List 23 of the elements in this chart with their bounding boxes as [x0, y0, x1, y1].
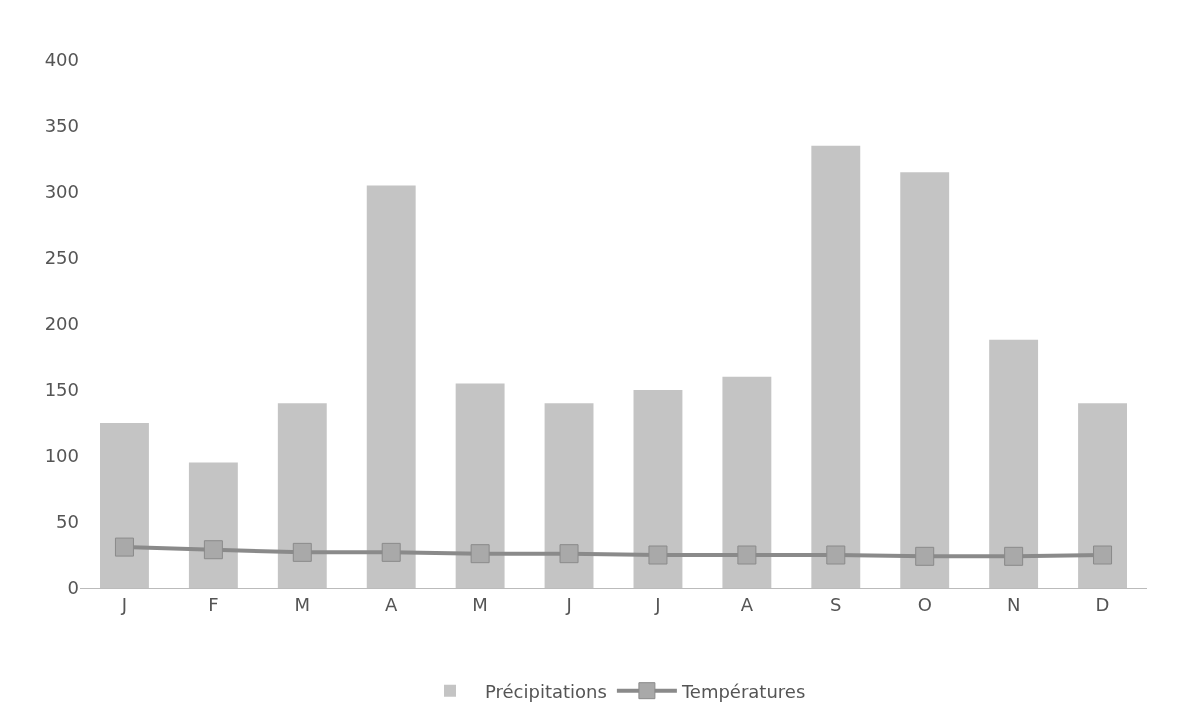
x-tick-label: O: [917, 593, 932, 615]
legend-label: Précipitations: [485, 680, 607, 702]
y-tick-label: 0: [67, 577, 79, 599]
legend-label: Températures: [680, 680, 806, 702]
y-tick-label: 350: [44, 115, 79, 137]
y-tick-label: 400: [44, 49, 79, 71]
y-tick-label: 200: [44, 313, 79, 335]
x-tick-label: J: [565, 593, 572, 615]
x-tick-label: M: [472, 593, 488, 615]
y-tick-label: 250: [44, 247, 79, 269]
x-tick-label: N: [1006, 593, 1021, 615]
y-tick-label: 50: [56, 511, 79, 533]
x-tick-label: J: [654, 593, 661, 615]
y-tick-label: 300: [44, 181, 79, 203]
x-tick-label: J: [120, 593, 128, 615]
x-tick-label: A: [385, 593, 399, 615]
y-tick-label: 150: [44, 379, 79, 401]
x-tick-label: D: [1095, 593, 1110, 615]
x-tick-label: M: [294, 593, 311, 615]
y-tick-label: 100: [44, 445, 79, 467]
x-tick-label: A: [740, 593, 754, 615]
x-tick-label: S: [830, 593, 842, 615]
x-tick-label: F: [208, 593, 219, 615]
